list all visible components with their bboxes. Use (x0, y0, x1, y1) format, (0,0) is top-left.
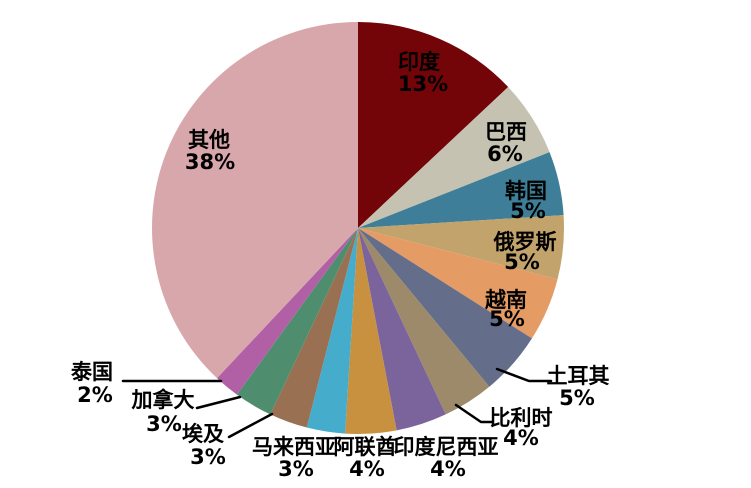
slice-label-malaysia: 马来西亚 3% (252, 435, 336, 481)
slice-label-name-canada: 加拿大 (131, 388, 195, 412)
pie-slice-belgium (358, 228, 490, 415)
pie-slice-russia (358, 215, 564, 280)
pie-slice-vietnam (358, 228, 558, 339)
pie-slice-egypt (270, 228, 358, 428)
pie-slice-thailand (216, 228, 358, 395)
slice-label-name-malaysia: 马来西亚 (252, 435, 336, 459)
slice-label-indonesia: 印度尼西亚 4% (394, 435, 499, 481)
slice-label-other: 其他 38% (185, 128, 235, 174)
slice-label-name-belgium: 比利时 (490, 406, 553, 430)
pie-slice-uae (345, 228, 397, 434)
slice-label-uae: 阿联酋 4% (334, 435, 397, 481)
slice-label-pct-india: 13% (398, 72, 448, 96)
slice-label-pct-thailand: 2% (77, 383, 113, 407)
slice-label-name-uae: 阿联酋 (334, 435, 397, 459)
slice-label-pct-canada: 3% (146, 412, 182, 436)
pie-slice-korea (358, 152, 564, 228)
slice-label-belgium: 比利时 4% (490, 406, 553, 450)
slice-label-pct-egypt: 3% (190, 445, 226, 469)
pie-slice-turkey (358, 228, 532, 387)
pie-slice-india (358, 22, 509, 228)
pie-slice-other (151, 21, 358, 379)
slice-label-name-vietnam: 越南 (484, 288, 527, 312)
leader-line-belgium (454, 403, 494, 424)
slice-label-name-indonesia: 印度尼西亚 (394, 435, 499, 459)
slice-label-pct-malaysia: 3% (278, 457, 314, 481)
slice-label-korea: 韩国 5% (505, 179, 547, 223)
slice-label-name-egypt: 埃及 (182, 422, 225, 446)
leader-line-turkey (495, 367, 553, 383)
slice-label-pct-vietnam: 5% (489, 307, 525, 331)
slice-label-russia: 俄罗斯 5% (493, 230, 557, 274)
slice-label-name-turkey: 土耳其 (547, 364, 610, 388)
slice-label-pct-belgium: 4% (503, 426, 539, 450)
slice-label-vietnam: 越南 5% (484, 288, 527, 331)
leader-line-canada (195, 395, 242, 410)
slice-label-pct-uae: 4% (349, 457, 385, 481)
pie-slice-indonesia (358, 228, 446, 431)
slice-label-pct-other: 38% (185, 150, 235, 174)
slice-label-brazil: 巴西 6% (485, 120, 527, 166)
slice-label-pct-turkey: 5% (559, 386, 595, 410)
slice-label-turkey: 土耳其 5% (547, 364, 610, 410)
slice-label-canada: 加拿大 3% (131, 388, 195, 436)
slice-label-egypt: 埃及 3% (182, 422, 226, 469)
slice-label-india: 印度 13% (398, 50, 448, 96)
slice-label-pct-indonesia: 4% (430, 457, 466, 481)
slice-label-name-brazil: 巴西 (485, 120, 527, 144)
slice-label-name-other: 其他 (188, 128, 230, 152)
slice-label-pct-korea: 5% (510, 199, 546, 223)
leader-line-egypt (227, 412, 274, 439)
slice-label-name-korea: 韩国 (505, 179, 547, 203)
pie-slice-brazil (358, 86, 550, 228)
slice-label-name-india: 印度 (398, 50, 440, 74)
slice-label-pct-brazil: 6% (487, 142, 523, 166)
pie-slice-malaysia (306, 228, 358, 434)
slice-label-thailand: 泰国 2% (70, 360, 113, 407)
slice-label-name-russia: 俄罗斯 (493, 230, 557, 254)
slice-label-name-thailand: 泰国 (70, 360, 113, 384)
slice-label-pct-russia: 5% (504, 250, 540, 274)
pie-slice-canada (236, 228, 358, 415)
